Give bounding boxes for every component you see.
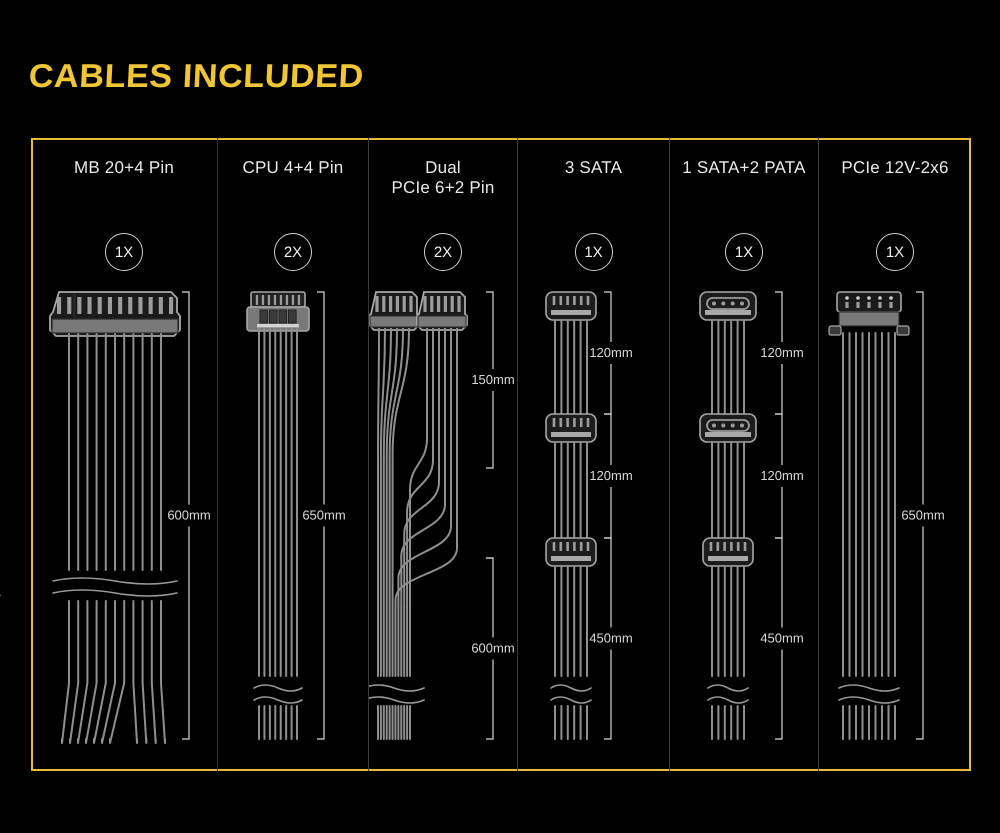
svg-text:600mm: 600mm bbox=[471, 641, 514, 656]
svg-text:CABLES INCLUDED: CABLES INCLUDED bbox=[30, 57, 365, 94]
svg-text:450mm: 450mm bbox=[589, 631, 632, 646]
svg-text:600mm: 600mm bbox=[167, 508, 210, 523]
svg-text:450mm: 450mm bbox=[760, 631, 803, 646]
svg-text:150mm: 150mm bbox=[471, 372, 514, 387]
svg-text:120mm: 120mm bbox=[760, 345, 803, 360]
svg-text:120mm: 120mm bbox=[760, 468, 803, 483]
svg-text:650mm: 650mm bbox=[901, 508, 944, 523]
svg-text:120mm: 120mm bbox=[589, 345, 632, 360]
svg-text:650mm: 650mm bbox=[302, 508, 345, 523]
svg-text:120mm: 120mm bbox=[589, 468, 632, 483]
